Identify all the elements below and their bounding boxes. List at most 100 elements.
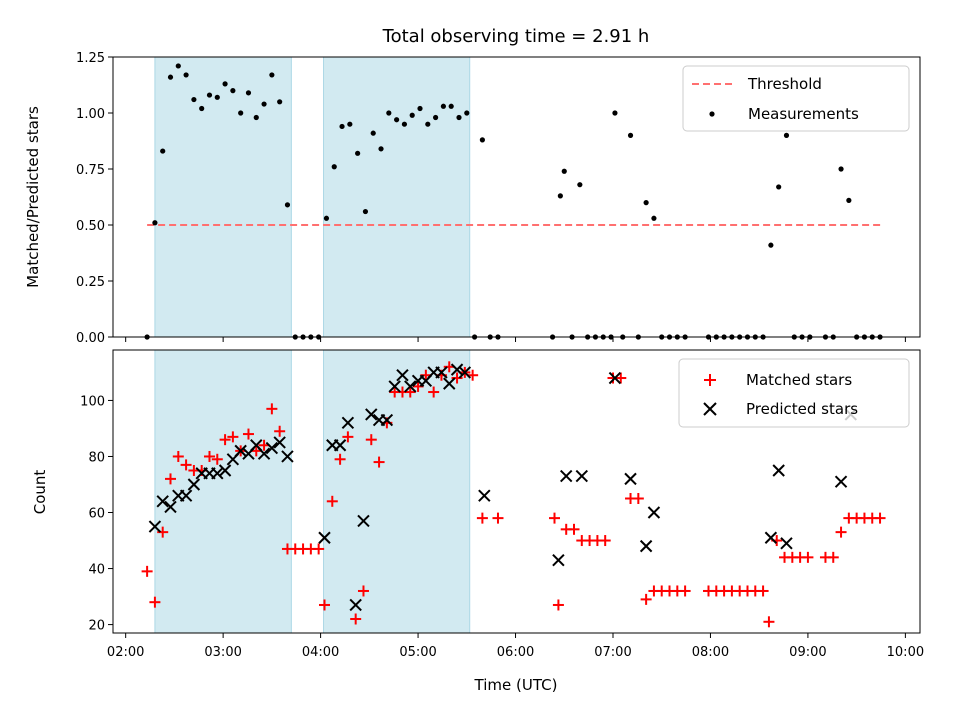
measurement-point <box>577 182 583 188</box>
predicted-stars-point <box>365 408 378 421</box>
predicted-stars-point <box>435 366 448 379</box>
measurement-point <box>612 110 618 116</box>
legend-matched-label: Matched stars <box>746 371 852 389</box>
x-tick-label: 03:00 <box>204 645 241 660</box>
measurement-point <box>347 121 353 127</box>
matched-stars-point <box>141 565 153 577</box>
measurement-point <box>417 105 423 112</box>
count-panel: 20 40 60 80 100 02:00 03:00 04:00 05:00 06:00 07:… <box>31 349 924 694</box>
y-tick-label: 0.50 <box>76 219 105 234</box>
predicted-stars-point <box>559 469 573 483</box>
measurement-point <box>269 72 275 78</box>
observing-interval-2 <box>323 349 471 634</box>
matched-stars-point <box>180 459 192 471</box>
matched-stars-point <box>211 453 223 465</box>
measurement-point <box>175 63 181 69</box>
predicted-stars-point <box>780 537 793 550</box>
measurement-point <box>557 193 563 199</box>
ratio-x-ticks <box>125 337 906 342</box>
matched-stars-point <box>219 434 231 446</box>
predicted-stars-point <box>333 439 347 452</box>
measurement-point <box>394 117 400 123</box>
predicted-stars-point <box>575 469 589 483</box>
matched-stars-point <box>679 585 691 597</box>
predicted-stars-point <box>156 495 169 508</box>
x-tick-label: 10:00 <box>887 645 924 660</box>
measurement-point <box>401 121 408 127</box>
measurement-point <box>643 200 649 206</box>
y-tick-label: 0.25 <box>76 275 105 290</box>
ratio-y-axis-label: Matched/Predicted stars <box>24 106 42 288</box>
legend-measurements-label: Measurements <box>748 105 859 123</box>
measurement-point <box>339 123 345 130</box>
matched-stars-point <box>492 512 504 524</box>
x-tick-label: 07:00 <box>594 645 631 660</box>
matched-stars-point <box>365 434 377 446</box>
predicted-stars-point <box>265 441 279 455</box>
measurement-point <box>651 215 657 221</box>
matched-stars-point <box>203 450 215 462</box>
measurement-point <box>323 215 330 221</box>
count-y-axis-label: Count <box>31 470 49 515</box>
predicted-stars-point <box>380 413 394 427</box>
matched-stars-point <box>757 585 769 597</box>
ratio-legend: Threshold Measurements <box>682 65 910 132</box>
measurement-point <box>561 168 567 174</box>
predicted-stars-point <box>341 416 355 430</box>
y-tick-label: 0.75 <box>76 163 105 178</box>
predicted-stars-point <box>478 489 491 502</box>
predicted-stars-point <box>639 539 653 553</box>
matched-stars-point <box>350 613 362 625</box>
matched-stars-point <box>451 372 463 384</box>
predicted-stars-point <box>458 366 472 379</box>
predicted-stars-point <box>281 450 294 463</box>
predicted-stars-point <box>148 520 162 533</box>
measurement-point <box>245 90 252 96</box>
predicted-stars-point <box>179 489 193 502</box>
measurement-point <box>284 202 291 208</box>
legend-measurements-swatch <box>709 111 715 117</box>
matched-stars-point <box>266 403 278 415</box>
matched-stars-point <box>172 450 184 462</box>
measurement-point <box>277 99 283 105</box>
count-plot-area <box>141 361 886 628</box>
matched-stars-point <box>334 453 346 465</box>
x-tick-label: 06:00 <box>497 645 534 660</box>
predicted-stars-point <box>764 531 778 544</box>
measurement-point <box>370 130 376 136</box>
measurement-point <box>167 74 174 80</box>
legend-threshold-label: Threshold <box>747 75 822 93</box>
matched-stars-point <box>227 431 239 443</box>
predicted-stars-point <box>396 369 409 382</box>
predicted-stars-point <box>450 363 464 376</box>
measurement-point <box>440 103 447 109</box>
predicted-stars-point <box>273 436 286 449</box>
y-tick-label: 0.00 <box>76 331 105 346</box>
measurement-point <box>768 242 774 248</box>
predicted-stars-point <box>647 506 661 519</box>
matched-stars-point <box>404 386 416 398</box>
y-tick-label: 100 <box>80 394 105 409</box>
matched-stars-point <box>640 593 652 605</box>
predicted-stars-point <box>624 472 637 486</box>
measurement-point <box>214 94 220 100</box>
observing-interval-shading <box>154 56 471 338</box>
matched-stars-point <box>763 616 775 628</box>
observing-interval-1 <box>154 56 292 338</box>
predicted-stars-point <box>552 553 565 567</box>
measurement-point <box>206 92 213 98</box>
matched-stars-point <box>632 493 644 505</box>
measurement-point <box>253 114 259 121</box>
x-tick-label: 09:00 <box>789 645 826 660</box>
y-tick-label: 80 <box>88 450 105 465</box>
x-axis-label: Time (UTC) <box>474 676 558 694</box>
matched-stars-point <box>357 585 369 597</box>
measurement-point <box>362 208 369 215</box>
legend-matched-swatch <box>704 374 716 386</box>
measurement-point <box>464 110 470 116</box>
matched-stars-point <box>149 596 161 608</box>
measurement-point <box>261 101 267 107</box>
predicted-stars-point <box>349 598 362 612</box>
matched-stars-point <box>599 535 611 547</box>
ratio-panel-frame <box>112 56 921 338</box>
